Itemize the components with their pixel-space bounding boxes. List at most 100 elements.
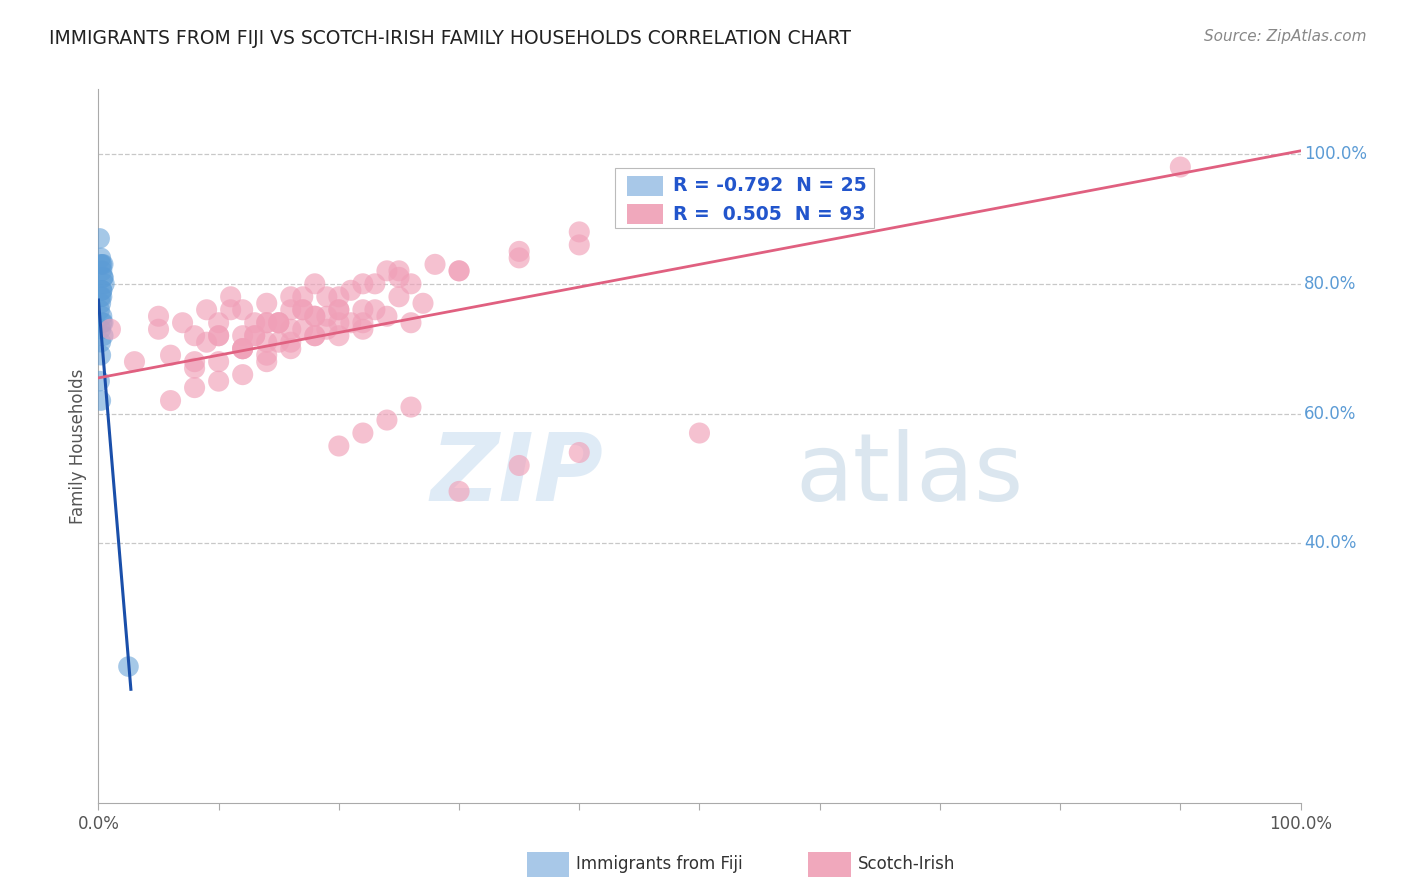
Point — [91, 264, 114, 278]
Point — [100, 322, 122, 336]
Point — [256, 316, 278, 330]
Point — [328, 316, 350, 330]
Point — [267, 316, 290, 330]
Point — [568, 225, 591, 239]
Point — [315, 310, 337, 324]
Text: R =  0.505  N = 93: R = 0.505 N = 93 — [673, 204, 866, 224]
Point — [232, 342, 254, 356]
Text: 100.0%: 100.0% — [1305, 145, 1367, 163]
Text: Scotch-Irish: Scotch-Irish — [858, 855, 955, 873]
Text: Source: ZipAtlas.com: Source: ZipAtlas.com — [1204, 29, 1367, 44]
Point — [208, 316, 231, 330]
Point — [117, 659, 139, 673]
Point — [89, 231, 111, 245]
Point — [232, 342, 254, 356]
Point — [267, 316, 290, 330]
Point — [352, 316, 374, 330]
Point — [412, 296, 434, 310]
Point — [232, 368, 254, 382]
Point — [91, 328, 114, 343]
Point — [208, 328, 231, 343]
Point — [219, 302, 242, 317]
Point — [148, 322, 170, 336]
Point — [352, 277, 374, 291]
Point — [291, 302, 314, 317]
Point — [90, 348, 112, 362]
Point — [568, 238, 591, 252]
Point — [219, 290, 242, 304]
Point — [159, 348, 181, 362]
Point — [399, 316, 422, 330]
Point — [91, 257, 114, 271]
Point — [388, 290, 411, 304]
Point — [93, 277, 115, 291]
Point — [148, 310, 170, 324]
Point — [447, 264, 470, 278]
FancyBboxPatch shape — [616, 168, 873, 228]
Point — [388, 264, 411, 278]
Point — [568, 445, 591, 459]
Text: 80.0%: 80.0% — [1305, 275, 1357, 293]
Point — [91, 290, 114, 304]
Point — [340, 316, 363, 330]
Point — [352, 322, 374, 336]
Point — [90, 257, 112, 271]
Point — [243, 328, 266, 343]
Point — [508, 244, 530, 259]
Point — [364, 302, 387, 317]
Point — [232, 328, 254, 343]
Point — [291, 290, 314, 304]
Text: R = -0.792  N = 25: R = -0.792 N = 25 — [673, 176, 866, 195]
Point — [291, 322, 314, 336]
Point — [1170, 160, 1192, 174]
Point — [291, 302, 314, 317]
Point — [89, 302, 111, 317]
Point — [91, 316, 114, 330]
Point — [183, 354, 205, 368]
Point — [172, 316, 194, 330]
Point — [256, 316, 278, 330]
Point — [91, 316, 114, 330]
Y-axis label: Family Households: Family Households — [69, 368, 87, 524]
Point — [508, 458, 530, 473]
Text: 60.0%: 60.0% — [1305, 405, 1357, 423]
Point — [399, 400, 422, 414]
Point — [304, 310, 326, 324]
Point — [388, 270, 411, 285]
Point — [328, 328, 350, 343]
Point — [304, 277, 326, 291]
Text: IMMIGRANTS FROM FIJI VS SCOTCH-IRISH FAMILY HOUSEHOLDS CORRELATION CHART: IMMIGRANTS FROM FIJI VS SCOTCH-IRISH FAM… — [49, 29, 851, 47]
Point — [208, 374, 231, 388]
Point — [328, 302, 350, 317]
Point — [208, 328, 231, 343]
Point — [90, 335, 112, 350]
Text: 40.0%: 40.0% — [1305, 534, 1357, 552]
Point — [280, 335, 302, 350]
Point — [91, 283, 114, 297]
Point — [91, 310, 114, 324]
Point — [89, 374, 111, 388]
Point — [280, 342, 302, 356]
Point — [688, 425, 710, 440]
Point — [90, 322, 112, 336]
Point — [195, 302, 218, 317]
Point — [195, 335, 218, 350]
Point — [280, 290, 302, 304]
Point — [508, 251, 530, 265]
Point — [183, 328, 205, 343]
Point — [256, 348, 278, 362]
Point — [90, 393, 112, 408]
Point — [340, 283, 363, 297]
Point — [90, 296, 112, 310]
Point — [243, 316, 266, 330]
Point — [232, 302, 254, 317]
Point — [267, 335, 290, 350]
Point — [375, 264, 398, 278]
Point — [280, 302, 302, 317]
Point — [90, 290, 112, 304]
Text: atlas: atlas — [796, 428, 1024, 521]
Point — [447, 484, 470, 499]
Point — [183, 361, 205, 376]
Point — [328, 439, 350, 453]
Point — [256, 354, 278, 368]
